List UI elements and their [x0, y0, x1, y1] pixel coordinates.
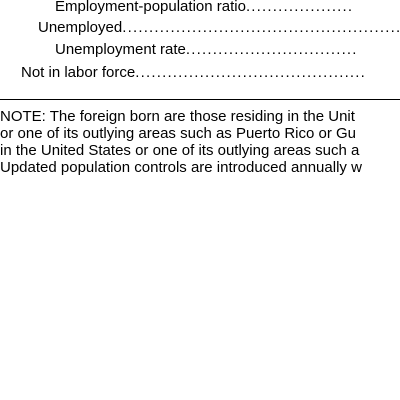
table-footnote: NOTE: The foreign born are those residin… [0, 108, 400, 176]
table-row: Unemployed..............................… [0, 18, 400, 38]
footnote-line: NOTE: The foreign born are those residin… [0, 108, 400, 125]
footnote-line: or one of its outlying areas such as Pue… [0, 125, 400, 142]
row-label-not-in-labor-force: Not in labor force [21, 63, 135, 83]
dot-leader: ................................ [186, 40, 358, 60]
dot-leader: ........................................… [122, 18, 400, 38]
footnote-line: in the United States or one of its outly… [0, 142, 400, 159]
table-row: Unemployment rate.......................… [0, 40, 400, 60]
row-label-unemployment-rate: Unemployment rate [55, 40, 186, 60]
dot-leader: ........................................… [135, 63, 366, 83]
table-row: Employment-population ratio.............… [0, 0, 400, 17]
footnote-line: Updated population controls are introduc… [0, 159, 400, 176]
dot-leader: .................... [246, 0, 353, 17]
row-label-employment-population-ratio: Employment-population ratio [55, 0, 246, 17]
table-row: Not in labor force......................… [0, 63, 400, 83]
row-label-unemployed: Unemployed [38, 18, 122, 38]
table-bottom-rule [0, 99, 400, 100]
